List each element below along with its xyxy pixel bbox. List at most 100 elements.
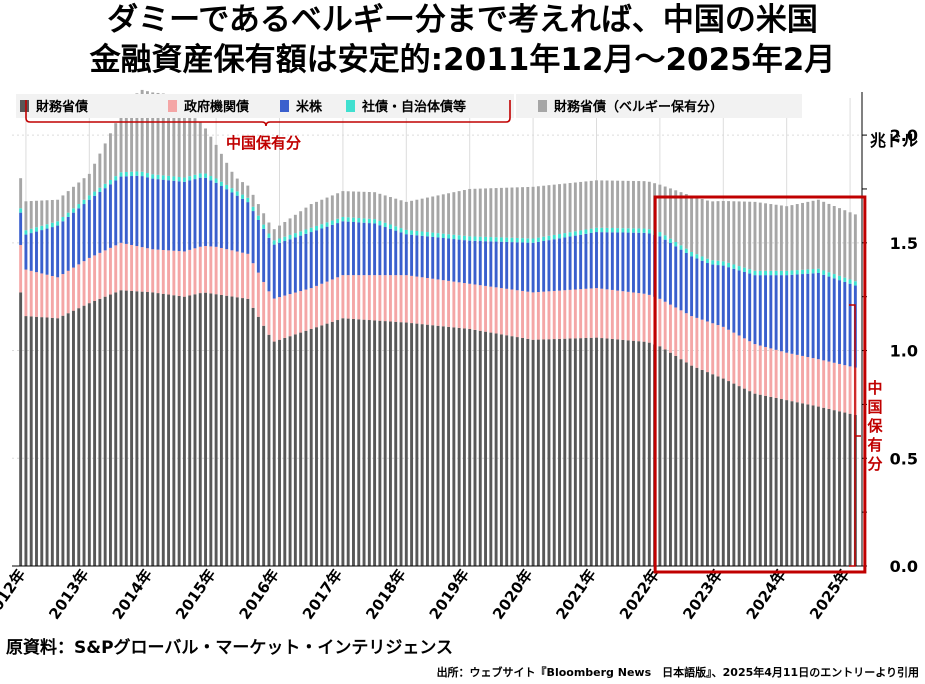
legend-label-equity: 米株: [296, 99, 323, 115]
bar-equity: [299, 235, 303, 292]
bar-treasury: [769, 396, 773, 566]
bar-equity: [621, 232, 625, 292]
bar-belgium: [790, 205, 794, 271]
bar-stack: [156, 92, 160, 566]
bar-treasury: [167, 294, 171, 566]
bar-corporate: [663, 235, 667, 240]
bar-equity: [790, 274, 794, 354]
bar-corporate: [727, 262, 731, 268]
bar-treasury: [230, 296, 234, 566]
bar-stack: [325, 197, 329, 566]
bar-equity: [352, 221, 355, 276]
bar-stack: [29, 201, 33, 566]
bar-agency: [346, 275, 350, 319]
bar-treasury: [182, 296, 186, 566]
bar-corporate: [848, 279, 852, 284]
bar-belgium: [663, 186, 667, 236]
bar-agency: [753, 344, 757, 394]
bar-agency: [822, 360, 826, 408]
bar-treasury: [441, 326, 445, 566]
bar-equity: [172, 180, 176, 251]
bar-corporate: [838, 275, 841, 281]
bar-agency: [278, 297, 281, 340]
y-tick-label: 0.0: [890, 557, 918, 576]
bar-agency: [473, 284, 477, 330]
bar-stack: [299, 211, 303, 566]
bar-treasury: [346, 318, 350, 566]
bar-stack: [420, 198, 424, 566]
bar-corporate: [441, 233, 445, 238]
bar-stack: [293, 214, 297, 566]
bar-agency: [151, 249, 155, 293]
bar-treasury: [246, 298, 250, 566]
bar-treasury: [278, 339, 281, 566]
bar-treasury: [82, 305, 86, 566]
bar-corporate: [367, 218, 371, 224]
bar-belgium: [806, 201, 810, 270]
bar-corporate: [816, 268, 820, 273]
bar-stack: [56, 199, 60, 566]
bar-stack: [827, 203, 831, 566]
bar-belgium: [209, 136, 213, 177]
bar-equity: [336, 223, 340, 278]
bar-agency: [558, 290, 561, 339]
bar-treasury: [721, 378, 725, 566]
bar-agency: [93, 255, 97, 301]
bar-corporate: [579, 230, 583, 235]
bar-corporate: [19, 208, 23, 213]
bar-stack: [304, 207, 308, 566]
bar-corporate: [209, 176, 213, 181]
bar-corporate: [684, 248, 688, 253]
bar-agency: [610, 289, 614, 339]
bar-stack: [399, 200, 403, 566]
bar-treasury: [658, 346, 662, 566]
bar-belgium: [156, 92, 160, 175]
bar-treasury: [204, 292, 207, 566]
bar-treasury: [616, 339, 620, 566]
bar-treasury: [531, 339, 535, 566]
bar-stack: [536, 186, 540, 566]
bar-belgium: [357, 191, 361, 219]
bar-agency: [225, 249, 229, 296]
bar-stack: [610, 180, 614, 566]
bar-belgium: [468, 188, 472, 237]
bar-treasury: [399, 322, 403, 566]
bar-equity: [605, 232, 609, 290]
bar-equity: [72, 212, 75, 268]
bar-corporate: [457, 235, 461, 240]
bar-belgium: [341, 191, 345, 217]
bar-treasury: [468, 329, 472, 566]
bar-belgium: [711, 201, 715, 261]
bar-belgium: [499, 187, 503, 238]
bar-stack: [193, 118, 197, 566]
bar-equity: [230, 192, 234, 251]
bar-belgium: [256, 204, 260, 216]
bar-agency: [161, 250, 165, 294]
bar-equity: [241, 198, 244, 253]
bar-corporate: [658, 232, 662, 237]
bar-treasury: [690, 365, 694, 566]
bar-corporate: [473, 236, 477, 241]
bar-equity: [711, 264, 715, 324]
bar-treasury: [35, 316, 38, 566]
bar-corporate: [425, 232, 429, 237]
bar-stack: [198, 122, 202, 566]
bar-corporate: [362, 218, 366, 223]
bar-corporate: [806, 269, 810, 274]
bar-corporate: [161, 175, 165, 180]
bar-equity: [552, 239, 556, 291]
bar-equity: [325, 226, 329, 282]
bar-belgium: [330, 195, 334, 221]
bar-belgium: [669, 188, 672, 239]
bar-agency: [663, 301, 667, 350]
bar-agency: [373, 275, 377, 321]
bar-treasury: [647, 342, 651, 566]
x-tick-label: 2014年: [109, 566, 156, 623]
bar-agency: [103, 250, 107, 297]
bar-corporate: [66, 212, 70, 217]
bar-agency: [441, 280, 445, 327]
bar-equity: [109, 184, 112, 248]
china-bracket-top: [25, 100, 511, 127]
bar-treasury: [573, 338, 577, 566]
bar-agency: [573, 289, 577, 339]
